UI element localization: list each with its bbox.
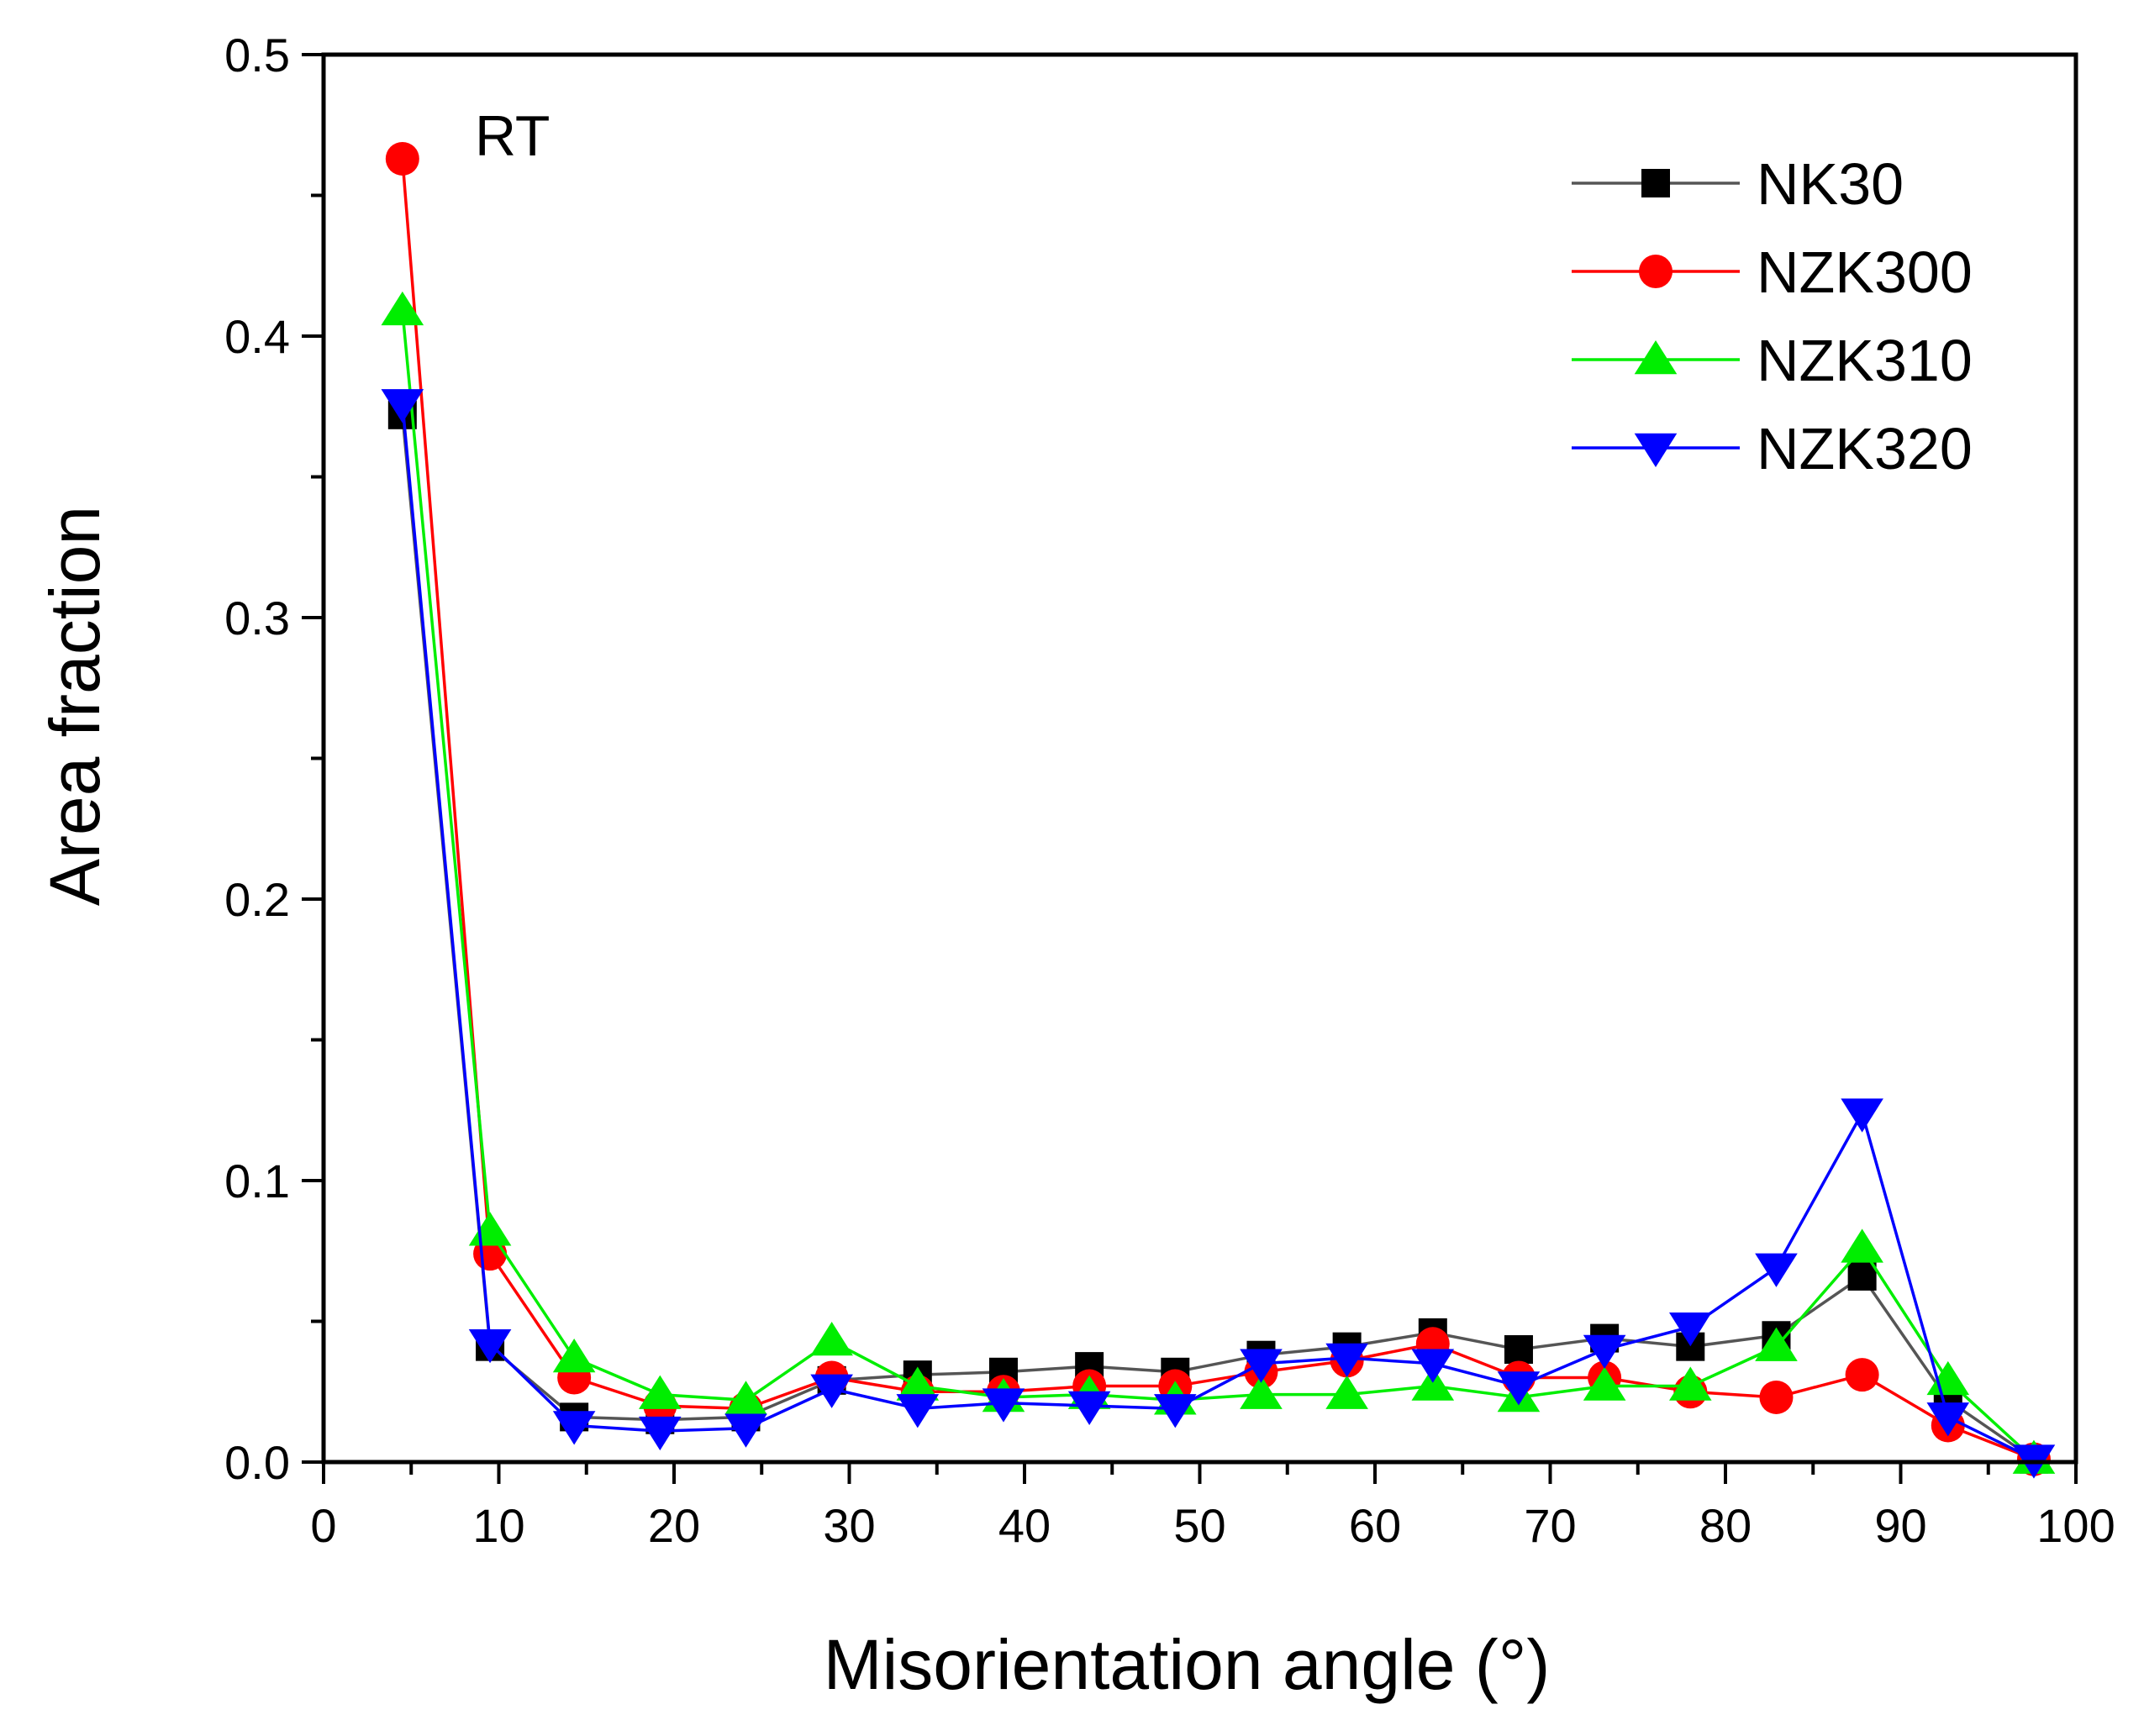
data-point-nzk310: [1669, 1366, 1712, 1401]
data-point-nzk320: [1755, 1253, 1798, 1287]
data-point-nzk300: [385, 141, 419, 176]
series-nk30: [387, 400, 2048, 1474]
data-point-nzk320: [1583, 1334, 1626, 1369]
data-point-nzk320: [552, 1411, 596, 1445]
data-point-nzk310: [1926, 1360, 1970, 1396]
data-point-nzk320: [1154, 1394, 1197, 1428]
legend-item-nzk320: NZK320: [1572, 416, 1973, 481]
data-point-nzk310: [639, 1375, 682, 1409]
data-point-nzk320: [639, 1416, 682, 1451]
legend-marker: [1639, 255, 1673, 288]
data-point-nzk320: [1411, 1349, 1455, 1383]
y-axis-title: Area fraction: [35, 506, 114, 906]
y-tick-label: 0.4: [224, 310, 290, 363]
legend-item-nzk300: NZK300: [1572, 239, 1973, 305]
annotation-label: RT: [475, 104, 550, 168]
data-point-nzk310: [468, 1212, 512, 1246]
y-tick-label: 0.5: [224, 29, 290, 82]
series-line-nk30: [401, 414, 2035, 1461]
data-point-nzk320: [1926, 1402, 1970, 1437]
x-tick-label: 40: [998, 1499, 1051, 1552]
data-point-nk30: [1504, 1335, 1533, 1364]
legend-marker: [1641, 169, 1670, 197]
series-line-nzk320: [401, 403, 2035, 1461]
x-axis-title: Misorientation angle (°): [824, 1625, 1551, 1704]
data-point-nzk310: [1583, 1366, 1626, 1401]
data-point-nzk310: [1841, 1228, 1883, 1263]
data-point-nzk320: [1497, 1371, 1541, 1406]
data-point-nzk320: [1669, 1312, 1712, 1347]
legend-label: NK30: [1757, 151, 1904, 217]
x-tick-label: 30: [823, 1499, 875, 1552]
data-point-nzk320: [724, 1413, 767, 1448]
data-point-nzk310: [381, 291, 424, 326]
data-point-nzk310: [1411, 1366, 1455, 1401]
data-point-nzk310: [1325, 1375, 1368, 1409]
data-point-nzk310: [552, 1339, 596, 1373]
data-point-nzk320: [982, 1388, 1025, 1423]
data-point-nzk300: [1845, 1358, 1879, 1392]
x-tick-label: 0: [310, 1499, 336, 1552]
data-point-nzk320: [1240, 1349, 1283, 1383]
plot-area-frame: [321, 52, 2078, 1465]
data-point-nzk320: [468, 1329, 512, 1364]
tick-labels: 0 10 20 30 40 50 60 70 80 90 100 0.0 0.1 0.2 0.3 0.4 0.5: [224, 29, 2115, 1552]
legend-label: NZK310: [1757, 328, 1973, 393]
legend-item-nk30: NK30: [1572, 151, 1904, 217]
data-point-nzk320: [1325, 1343, 1368, 1378]
x-tick-label: 90: [1874, 1499, 1926, 1552]
data-point-nzk310: [810, 1321, 853, 1356]
x-tick-label: 100: [2036, 1499, 2115, 1552]
y-tick-label: 0.3: [224, 592, 290, 644]
series-line-nzk310: [401, 310, 2036, 1460]
data-point-nzk320: [1841, 1098, 1883, 1133]
x-tick-label: 20: [648, 1499, 700, 1552]
x-tick-label: 60: [1349, 1499, 1401, 1552]
data-point-nzk310: [1755, 1327, 1798, 1361]
data-point-nzk320: [1067, 1391, 1111, 1425]
legend: NK30 NZK300 NZK310 NZK320: [1572, 151, 1973, 481]
legend-label: NZK300: [1757, 239, 1973, 305]
x-tick-label: 50: [1173, 1499, 1225, 1552]
legend-marker: [1634, 433, 1678, 467]
series-layer: [381, 141, 2056, 1479]
legend-label: NZK320: [1757, 416, 1973, 481]
data-point-nzk310: [896, 1366, 940, 1401]
data-point-nzk310: [724, 1381, 767, 1415]
data-point-nzk320: [810, 1374, 853, 1408]
x-tick-label: 10: [472, 1499, 524, 1552]
x-tick-label: 80: [1699, 1499, 1752, 1552]
y-tick-label: 0.0: [224, 1436, 290, 1489]
legend-marker: [1634, 340, 1678, 375]
data-point-nzk300: [1759, 1380, 1794, 1414]
data-point-nzk320: [381, 389, 424, 423]
y-tick-label: 0.1: [224, 1155, 290, 1207]
data-point-nzk310: [1240, 1375, 1283, 1409]
data-point-nzk320: [896, 1394, 940, 1428]
data-point-nk30: [1847, 1261, 1877, 1291]
y-tick-label: 0.2: [224, 873, 290, 926]
x-tick-label: 70: [1524, 1499, 1576, 1552]
legend-item-nzk310: NZK310: [1572, 328, 1973, 393]
